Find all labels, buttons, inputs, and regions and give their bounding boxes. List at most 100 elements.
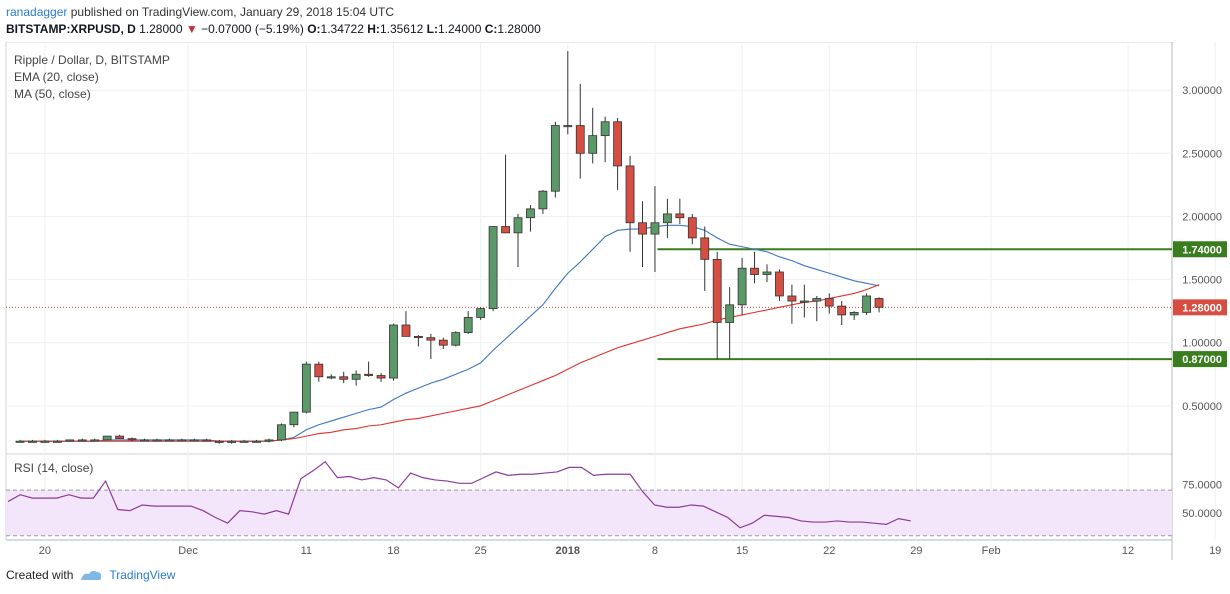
- legend-title: Ripple / Dollar, D, BITSTAMP: [14, 53, 170, 67]
- candle: [588, 107, 598, 164]
- publish-header: ranadagger published on TradingView.com,…: [0, 0, 1230, 42]
- candle: [513, 213, 523, 267]
- candle: [799, 284, 809, 318]
- candle-body: [252, 440, 261, 443]
- candle: [90, 438, 100, 442]
- candle: [65, 439, 75, 442]
- candle: [140, 438, 149, 442]
- candle-body: [164, 439, 174, 442]
- candle-body: [314, 363, 324, 378]
- candle: [775, 269, 784, 302]
- candle-body: [364, 373, 374, 376]
- rsi-band: [6, 490, 1172, 536]
- candle: [663, 198, 672, 238]
- candle-body: [239, 440, 249, 443]
- candle: [837, 301, 847, 326]
- time-tick-label: 29: [910, 545, 922, 557]
- candle: [762, 264, 772, 283]
- candle: [351, 370, 361, 386]
- candle: [824, 293, 834, 314]
- tradingview-logo-icon: [81, 570, 102, 580]
- time-tick-label: 11: [301, 545, 312, 557]
- candle: [750, 251, 759, 284]
- candle-body: [77, 439, 87, 442]
- candle: [239, 439, 249, 443]
- tradingview-link[interactable]: TradingView: [109, 568, 176, 582]
- candle: [737, 258, 747, 315]
- low-value: 1.24000: [438, 22, 482, 36]
- close-value: 1.28000: [497, 22, 541, 36]
- time-tick-label: Feb: [982, 545, 1001, 557]
- created-with-text: Created with: [6, 568, 74, 582]
- candle-body: [563, 125, 573, 128]
- candle: [526, 205, 535, 232]
- candle-body: [152, 439, 162, 442]
- candle-body: [687, 217, 697, 239]
- price-tick-label: 2.50000: [1182, 148, 1222, 160]
- close-label: C:: [484, 22, 498, 36]
- candle: [575, 83, 585, 179]
- legend-rsi: RSI (14, close): [14, 461, 93, 475]
- price-level-badge: [1173, 299, 1227, 316]
- price-level-label: 0.87000: [1182, 354, 1222, 366]
- candle-body: [15, 440, 25, 443]
- chart-area[interactable]: 3.00000 2.50000 2.00000 1.50000 1.00000 0.500…: [0, 41, 1230, 567]
- candle-body: [214, 440, 224, 443]
- candle: [401, 311, 411, 337]
- time-tick-label: 8: [652, 545, 658, 557]
- ma-line: [20, 284, 880, 442]
- candle: [712, 251, 722, 360]
- support-resistance-lines: [6, 248, 1172, 361]
- candle: [115, 434, 124, 440]
- candle-body: [663, 213, 672, 224]
- candle-body: [501, 226, 510, 234]
- time-tick-label: 15: [736, 545, 748, 557]
- candle-body: [102, 435, 112, 441]
- price-tick-label: 2.00000: [1182, 211, 1222, 223]
- time-tick-label: Dec: [178, 545, 198, 557]
- candle: [600, 116, 610, 163]
- candle-body: [451, 332, 461, 346]
- time-tick-label: 19: [1209, 545, 1221, 557]
- price-change: −0.07000 (−5.19%): [201, 22, 304, 36]
- candle: [189, 438, 199, 442]
- candle: [15, 439, 25, 443]
- published-text: published on TradingView.com, January 29…: [70, 5, 395, 19]
- candle: [28, 439, 37, 443]
- price-tick-label: 1.50000: [1182, 275, 1222, 287]
- candle-body: [277, 424, 286, 441]
- footer: Created with TradingView: [6, 568, 175, 582]
- price-tick-label: 3.00000: [1182, 85, 1222, 97]
- moving-averages: [20, 224, 880, 442]
- legend-ema: EMA (20, close): [14, 70, 99, 84]
- candle: [563, 51, 573, 135]
- candle-body: [874, 298, 884, 308]
- candle: [787, 284, 797, 324]
- candle: [202, 438, 212, 442]
- candle: [687, 213, 697, 245]
- price-chart[interactable]: 3.00000 2.50000 2.00000 1.50000 1.00000 0.500…: [0, 41, 1230, 562]
- candle: [463, 311, 473, 334]
- price-tick-label: 0.50000: [1182, 401, 1222, 413]
- candle: [862, 293, 871, 315]
- time-tick-label: 22: [823, 545, 835, 557]
- publish-line: ranadagger published on TradingView.com,…: [6, 5, 394, 19]
- candle-body: [177, 439, 187, 442]
- candle: [289, 411, 299, 428]
- candle-body: [401, 324, 411, 337]
- candle: [874, 297, 884, 313]
- symbol-label: BITSTAMP:XRPUSD, D: [6, 22, 136, 36]
- time-tick-label: 25: [475, 545, 487, 557]
- down-arrow-icon: ▼: [185, 22, 198, 36]
- candle: [700, 226, 710, 291]
- candle-body: [127, 438, 137, 441]
- candle-body: [625, 165, 635, 224]
- candle-body: [52, 440, 62, 443]
- rsi-indicator: [6, 460, 1172, 537]
- legend-ma: MA (50, close): [14, 87, 91, 101]
- author-link[interactable]: ranadagger: [6, 5, 68, 19]
- candle: [625, 155, 635, 252]
- rsi-tick-label: 50.0000: [1182, 508, 1222, 520]
- candle-body: [849, 311, 859, 316]
- candle-body: [725, 304, 735, 323]
